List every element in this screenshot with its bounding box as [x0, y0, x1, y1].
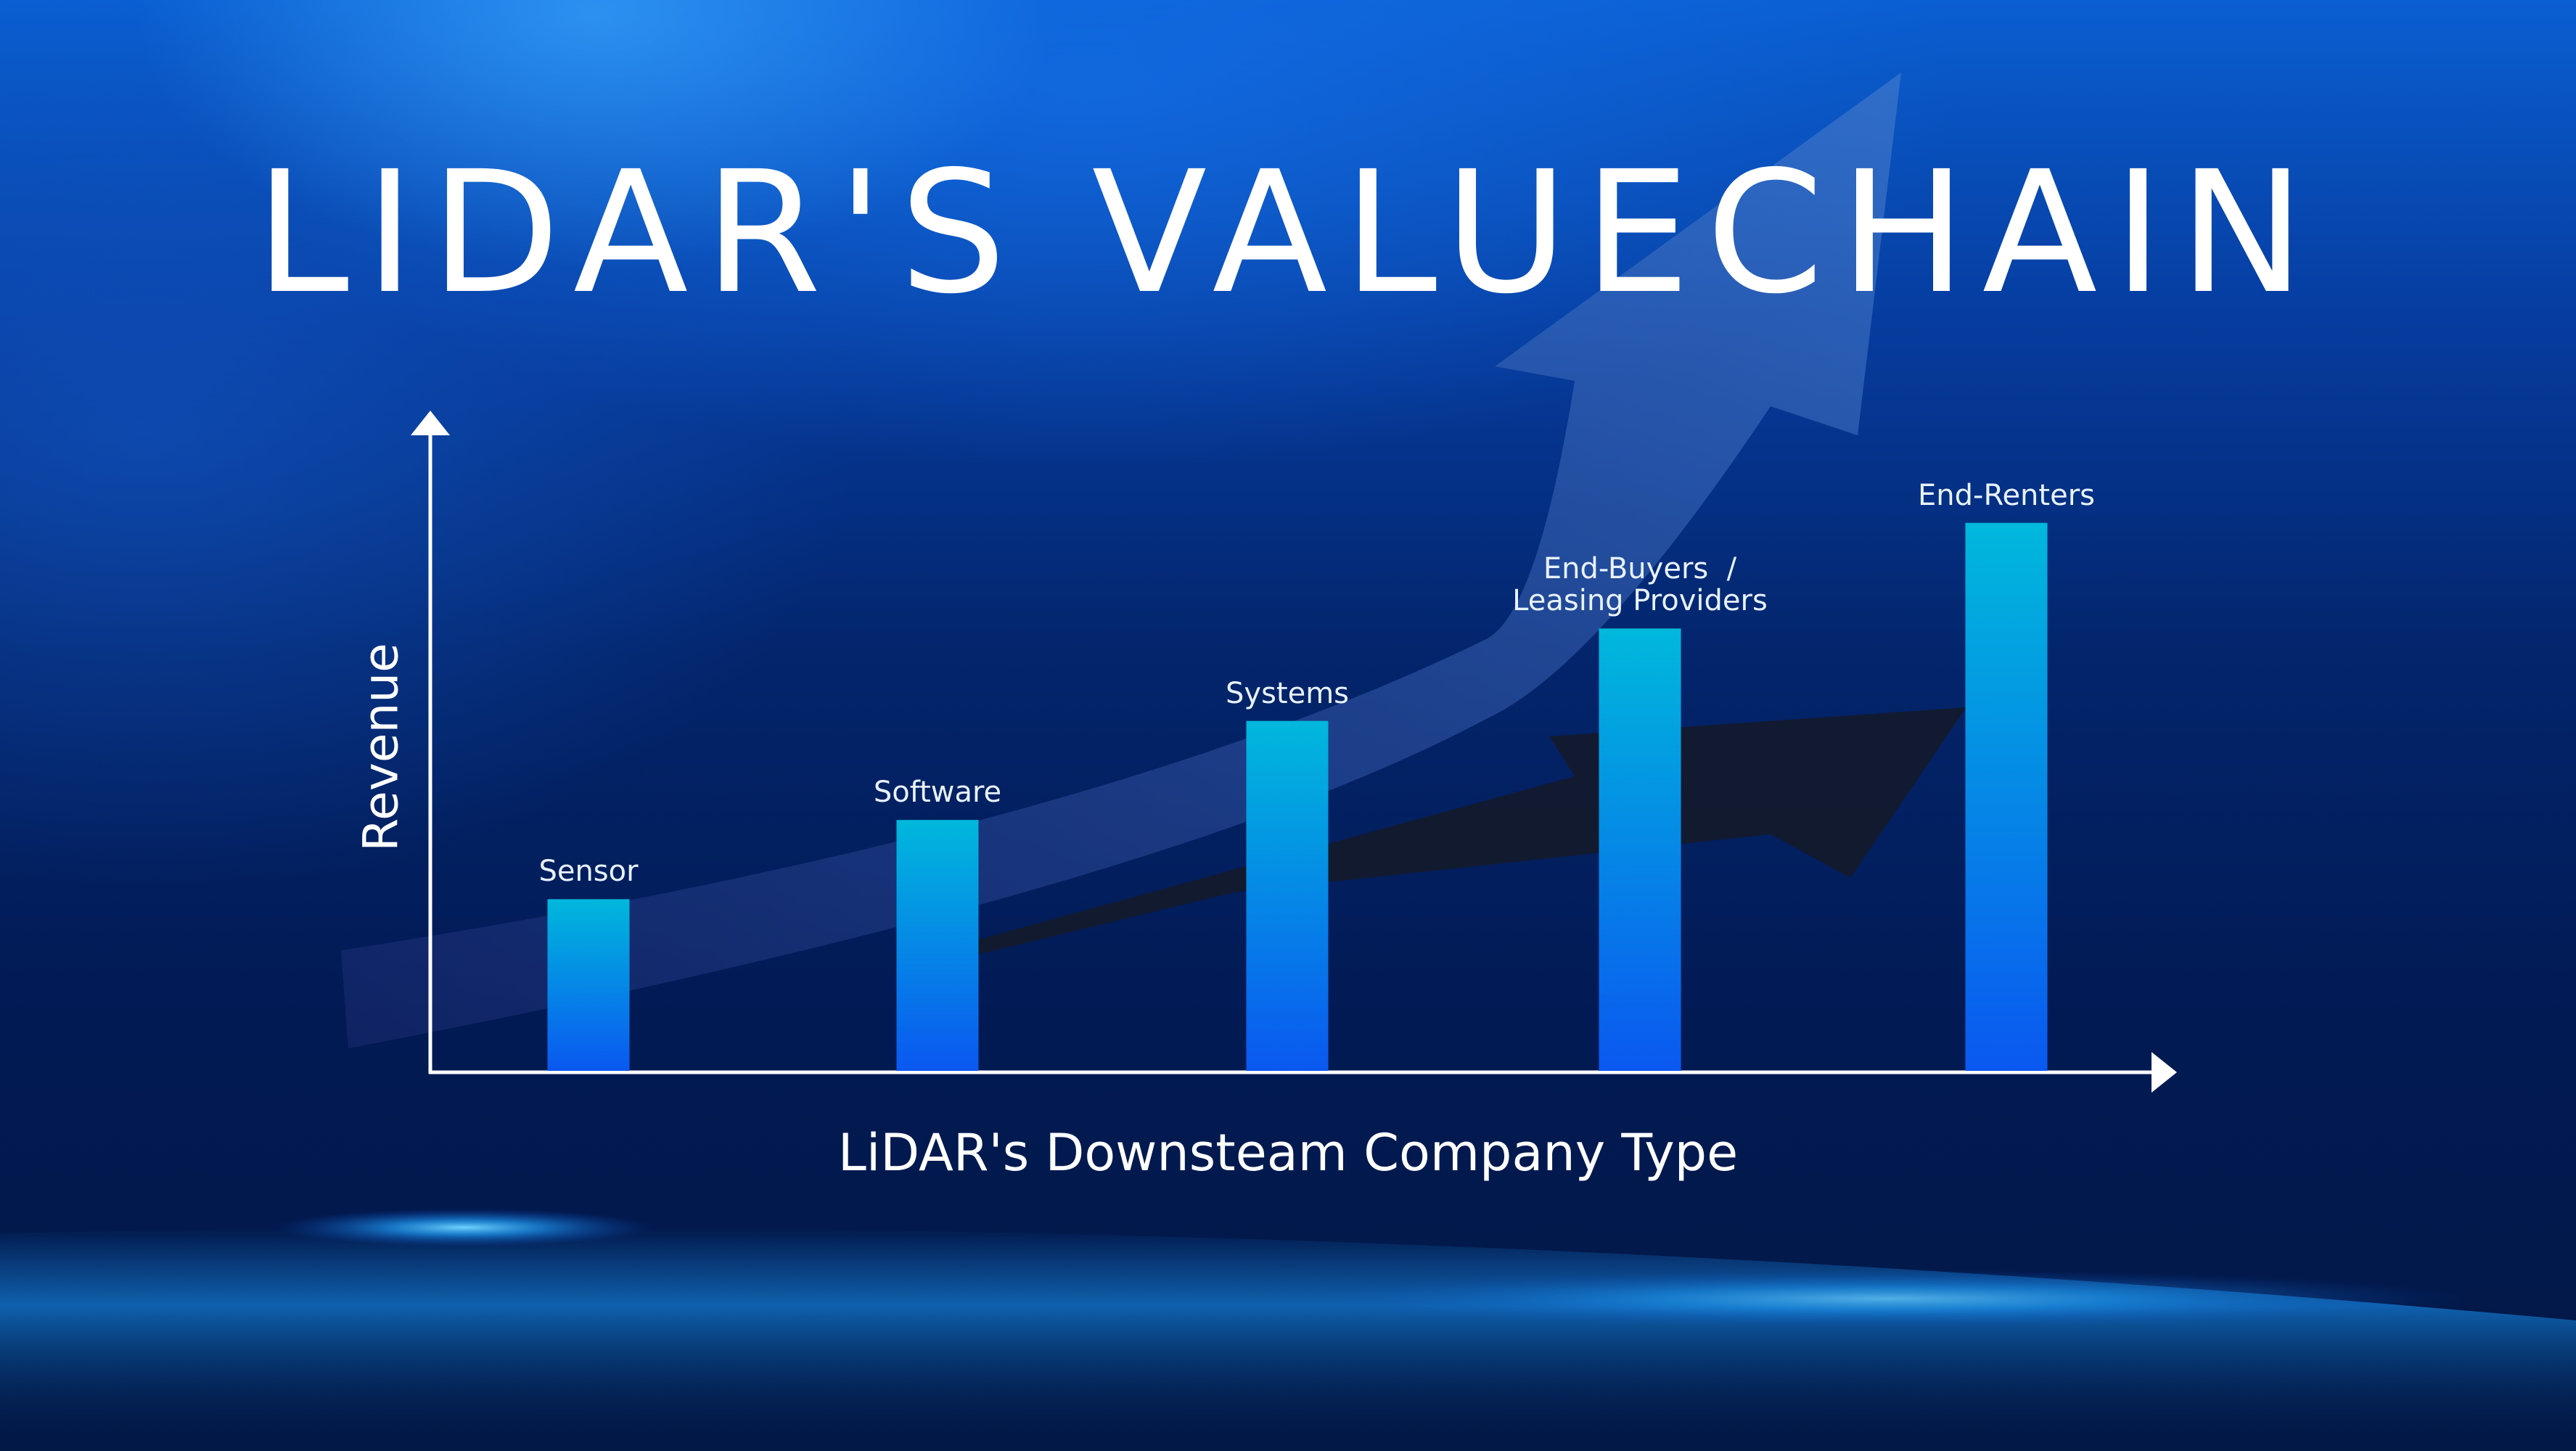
bar-4 — [1965, 522, 2048, 1071]
category-label: End-Renters — [1752, 480, 2260, 511]
decorative-growth-arrow — [341, 73, 1901, 1048]
category-label: End-Buyers / Leasing Providers — [1386, 553, 1894, 617]
bar-0 — [547, 899, 630, 1071]
bar-1 — [896, 820, 979, 1071]
category-label-line: Leasing Providers — [1512, 584, 1768, 618]
category-label-line: Sensor — [538, 855, 639, 889]
bars-group — [547, 522, 2048, 1071]
x-axis-arrowhead — [2152, 1052, 2177, 1093]
decorative-floor-glow — [0, 1209, 2576, 1451]
y-axis-arrowhead — [411, 411, 450, 435]
category-label-line: Systems — [1226, 676, 1349, 710]
category-label: Software — [684, 776, 1191, 808]
category-label: Sensor — [335, 855, 842, 887]
category-label-line: Software — [873, 776, 1002, 810]
chart-axes — [411, 411, 2177, 1093]
decorative-dark-arrow — [965, 707, 1966, 958]
bar-3 — [1599, 628, 1681, 1071]
x-axis-label: LiDAR's Downsteam Company Type — [837, 1123, 1739, 1183]
bar-2 — [1246, 720, 1329, 1071]
chart-title: LIDAR'S VALUECHAIN — [255, 135, 2321, 331]
category-label-line: End-Renters — [1918, 478, 2095, 512]
category-label: Systems — [1033, 678, 1541, 710]
y-axis-label: Revenue — [353, 643, 409, 852]
category-label-line: End-Buyers / — [1543, 552, 1737, 586]
